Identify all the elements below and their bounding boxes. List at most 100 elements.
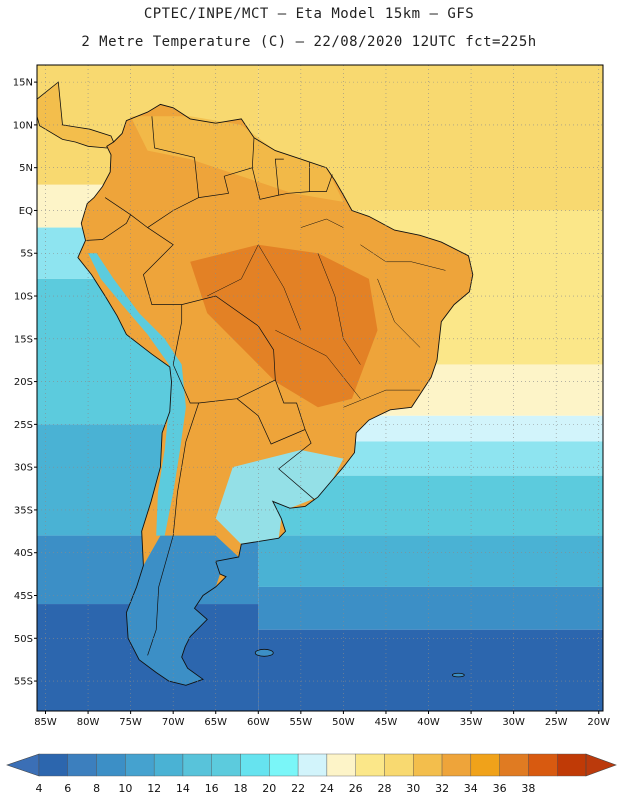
- colorbar-swatch: [125, 753, 155, 777]
- colorbar-swatch: [96, 753, 126, 777]
- north-coastal-region: [130, 116, 344, 202]
- colorbar-label: 24: [320, 782, 334, 795]
- colorbar-swatch: [413, 753, 443, 777]
- country-border: [251, 167, 333, 200]
- atlantic-band: [258, 629, 603, 711]
- country-border: [278, 429, 315, 500]
- lat-label: 40S: [14, 548, 33, 559]
- colorbar-label: 22: [291, 782, 305, 795]
- colorbar-swatch: [557, 753, 587, 777]
- lon-label: 25W: [545, 717, 568, 728]
- lon-label: 75W: [119, 717, 142, 728]
- atlantic-band: [258, 586, 603, 630]
- colorbar-swatch: [297, 753, 328, 777]
- country-border: [147, 364, 200, 656]
- colorbar-swatch: [355, 753, 385, 777]
- colorbar-swatch: [269, 753, 299, 777]
- colorbar-swatch: [441, 753, 472, 777]
- lat-label: 10S: [14, 292, 33, 303]
- state-border: [343, 389, 420, 408]
- map-title-line2: 2 Metre Temperature (C) – 22/08/2020 12U…: [81, 34, 537, 50]
- atlantic-band: [258, 535, 603, 587]
- country-border: [104, 197, 183, 365]
- state-border: [377, 278, 421, 348]
- lon-label: 70W: [162, 717, 185, 728]
- colorbar-swatch: [211, 753, 241, 777]
- southern-cool-region: [215, 450, 344, 545]
- lon-label: 55W: [290, 717, 313, 728]
- lat-label: 35S: [14, 505, 33, 516]
- coastline: [77, 103, 474, 686]
- temperature-map: 15N 10N 5N EQ 5S 10S 15S 20S 25S 30S 35S 40S 45S 50S 5…: [13, 64, 610, 728]
- map-title-line1: CPTEC/INPE/MCT – Eta Model 15km – GFS: [143, 6, 475, 22]
- lat-label: 5S: [20, 249, 33, 260]
- colorbar-label: 12: [147, 782, 161, 795]
- colorbar-swatch: [67, 753, 97, 777]
- country-border: [86, 214, 131, 241]
- colorbar-swatch: [384, 753, 414, 777]
- lon-label: 60W: [247, 717, 270, 728]
- colorbar-label: 6: [64, 782, 71, 795]
- state-border: [317, 253, 361, 365]
- colorbar-right-arrow: [585, 753, 617, 777]
- lat-label: 10N: [13, 120, 33, 131]
- lat-label: EQ: [19, 206, 33, 217]
- colorbar-label: 34: [464, 782, 478, 795]
- colorbar-swatch: [499, 753, 529, 777]
- country-border: [274, 158, 284, 196]
- lat-label: 50S: [14, 634, 33, 645]
- land-field: [37, 81, 474, 686]
- colorbar-label: 4: [36, 782, 43, 795]
- lon-label: 50W: [332, 717, 355, 728]
- state-border: [275, 329, 361, 399]
- lon-label: 35W: [460, 717, 483, 728]
- colorbar-label: 38: [521, 782, 535, 795]
- colorbar-swatch: [470, 753, 500, 777]
- lat-label: 15N: [13, 78, 33, 89]
- longitude-labels: 85W 80W 75W 70W 65W 60W 55W 50W 45W 40W 35W 30W 25W 2…: [34, 711, 610, 728]
- lon-label: 65W: [204, 717, 227, 728]
- colorbar-label: 28: [378, 782, 392, 795]
- lon-label: 40W: [417, 717, 440, 728]
- lat-label: 15S: [14, 334, 33, 345]
- lat-label: 20S: [14, 377, 33, 388]
- colorbar-label: 10: [118, 782, 132, 795]
- colorbar-label: 14: [176, 782, 190, 795]
- lat-label: 45S: [14, 591, 33, 602]
- lon-label: 30W: [502, 717, 525, 728]
- central-america-landmass: [37, 81, 115, 149]
- colorbar-swatch: [182, 753, 212, 777]
- state-border: [207, 244, 259, 297]
- patagonia-region: [126, 535, 239, 686]
- colorbar-swatch: [153, 753, 184, 777]
- country-border: [147, 116, 200, 228]
- colorbar-label: 30: [406, 782, 420, 795]
- colorbar-label: 36: [493, 782, 507, 795]
- colorbar-swatch: [528, 753, 558, 777]
- state-border: [300, 218, 344, 228]
- lon-label: 80W: [77, 717, 100, 728]
- colorbar-label: 20: [262, 782, 276, 795]
- falkland-islands: [254, 648, 274, 657]
- state-border: [258, 244, 302, 331]
- colorbar-swatch: [38, 753, 68, 777]
- lon-label: 85W: [34, 717, 57, 728]
- lat-label: 30S: [14, 463, 33, 474]
- colorbar-swatch: [240, 753, 270, 777]
- map-frame: [36, 64, 604, 712]
- colorbar-label: 16: [205, 782, 219, 795]
- colorbar-label: 26: [349, 782, 363, 795]
- south-georgia-island: [451, 672, 465, 678]
- colorbar-label: 32: [435, 782, 449, 795]
- colorbar-left-arrow: [6, 753, 40, 777]
- colorbar: 4 6 8 10 12 14 16 18 20 22 24 26 28 30 32 34 36 38: [6, 753, 617, 795]
- country-border: [198, 137, 255, 198]
- lat-label: 25S: [14, 420, 33, 431]
- lon-label: 45W: [375, 717, 398, 728]
- colorbar-swatch: [326, 753, 356, 777]
- latitude-labels: 15N 10N 5N EQ 5S 10S 15S 20S 25S 30S 35S 40S 45S 50S 5…: [13, 78, 37, 688]
- lat-label: 55S: [14, 677, 33, 688]
- lon-label: 20W: [587, 717, 610, 728]
- colorbar-label: 18: [234, 782, 248, 795]
- colorbar-label: 8: [93, 782, 100, 795]
